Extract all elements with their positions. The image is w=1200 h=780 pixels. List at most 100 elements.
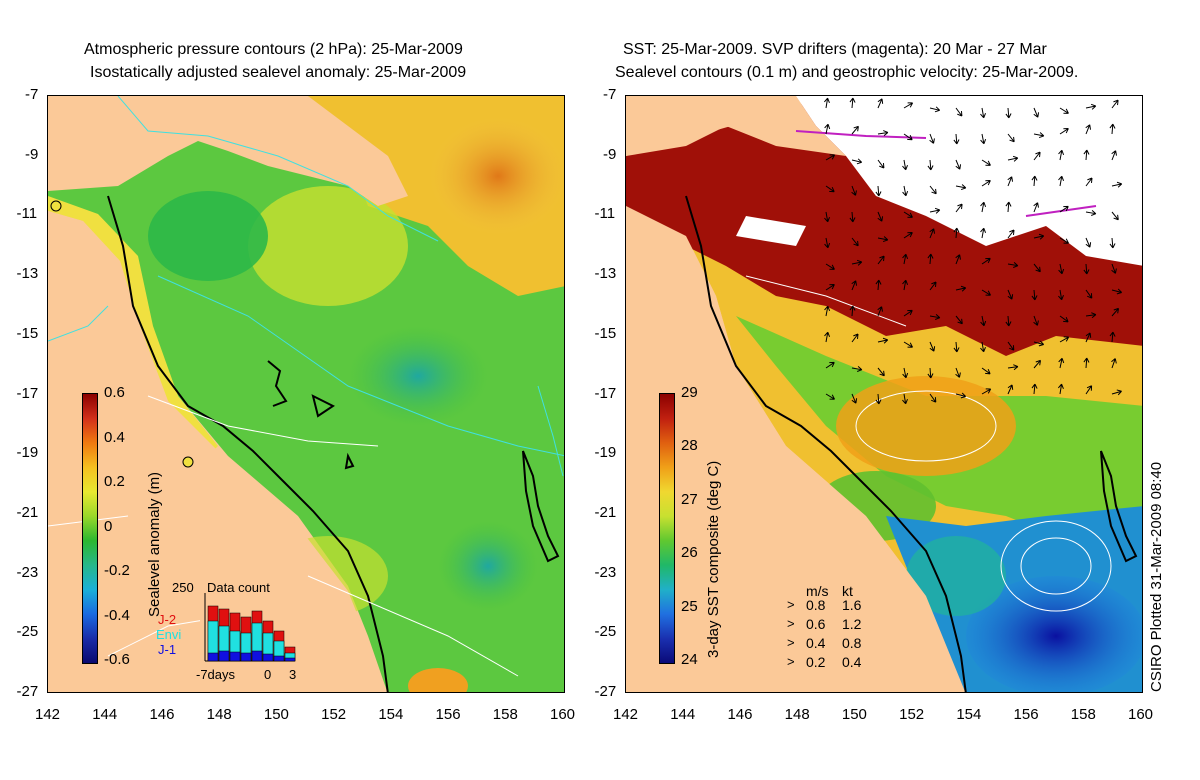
latitude-tick: -11 (16, 205, 38, 223)
velocity-arrow (1111, 181, 1123, 188)
shelf-contour (107, 195, 389, 692)
velocity-arrow (1083, 149, 1090, 161)
data-count-bar (229, 651, 241, 662)
velocity-arrow (877, 236, 889, 243)
velocity-arrow (1058, 357, 1065, 369)
velocity-arrow (929, 393, 937, 403)
velocity-arrow (877, 211, 884, 222)
latitude-tick: -9 (603, 145, 617, 163)
velocity-arrow (929, 207, 941, 214)
velocity-arrow (1059, 315, 1069, 323)
left-colorbar (82, 393, 98, 664)
colorbar-tick: 25 (681, 597, 698, 615)
data-count-bar (251, 650, 263, 662)
latitude-tick: -23 (594, 563, 617, 581)
velocity-arrow (955, 159, 962, 170)
velocity-arrow (955, 184, 967, 191)
left-sealevel-map (47, 95, 565, 693)
velocity-arrow (824, 97, 830, 109)
longitude-tick: 160 (1128, 706, 1154, 723)
velocity-arrow (902, 367, 909, 379)
colorbar-tick: 0.2 (104, 473, 125, 490)
data-count-inset (200, 593, 300, 668)
velocity-arrow (1007, 176, 1014, 187)
velocity-arrow (929, 228, 936, 239)
velocity-arrow (824, 331, 831, 343)
data-count-bar (207, 652, 219, 662)
velocity-arrow (981, 159, 991, 166)
latitude-tick: -7 (25, 86, 39, 103)
velocity-arrow (825, 393, 835, 400)
latitude-tick: -25 (594, 623, 617, 641)
velocity-arrow (1031, 383, 1038, 395)
data-count-bar (240, 652, 252, 662)
latitude-tick: -27 (16, 683, 39, 700)
velocity-arrow (851, 125, 859, 135)
velocity-arrow (1059, 128, 1069, 135)
right-title-line2: Sealevel contours (0.1 m) and geostrophi… (615, 64, 1079, 81)
velocity-arrow (851, 259, 863, 266)
velocity-arrow (903, 211, 913, 218)
velocity-arrow (875, 279, 882, 291)
longitude-tick: 158 (1070, 706, 1096, 723)
latitude-tick: -11 (594, 205, 616, 223)
velocity-arrow (980, 201, 987, 213)
speed-legend-arrow-icon: > (787, 654, 795, 669)
right-sst-map (625, 95, 1143, 693)
colorbar-tick: -0.6 (104, 651, 130, 668)
inset-mission-j2: J-2 (158, 612, 177, 627)
latitude-tick: -13 (16, 265, 39, 283)
velocity-arrow (929, 314, 941, 320)
velocity-arrow (981, 289, 991, 296)
velocity-arrow (1031, 175, 1038, 187)
velocity-arrow (825, 361, 835, 369)
latitude-tick: -21 (16, 503, 39, 521)
longitude-tick: 158 (492, 706, 518, 723)
inset-xlabel-end: 3 (289, 667, 297, 682)
velocity-arrow (1109, 331, 1116, 343)
velocity-arrow (851, 366, 863, 372)
velocity-arrow (1031, 289, 1038, 301)
velocity-arrow (1085, 124, 1092, 135)
velocity-arrow (1058, 175, 1065, 187)
velocity-arrow (877, 306, 883, 317)
velocity-arrow (1085, 385, 1093, 395)
velocity-arrow (849, 97, 856, 109)
velocity-arrow (1111, 99, 1119, 109)
velocity-arrow (1033, 315, 1039, 326)
longitude-tick: 142 (35, 706, 61, 723)
velocity-arrow (851, 393, 858, 404)
velocity-arrow (1007, 155, 1019, 162)
colorbar-tick: 24 (681, 651, 698, 668)
velocity-arrow (955, 203, 963, 213)
velocity-arrow (1085, 103, 1097, 110)
velocity-arrow (1059, 237, 1069, 244)
velocity-arrow (1007, 341, 1015, 351)
velocity-arrow (1083, 263, 1090, 275)
plot-credit: CSIRO Plotted 31-Mar-2009 08:40 (1148, 461, 1165, 692)
velocity-arrow (1059, 336, 1070, 343)
velocity-arrow (903, 232, 913, 239)
velocity-arrow (875, 393, 882, 405)
png-landmass-right (626, 96, 846, 156)
velocity-arrow (929, 185, 937, 195)
velocity-arrow (980, 133, 987, 145)
longitude-tick: 154 (378, 706, 404, 723)
left-map-graphics (48, 96, 564, 692)
australia-landmass-right (626, 206, 966, 692)
velocity-arrow (1085, 312, 1097, 319)
longitude-tick: 144 (670, 706, 696, 723)
left-title-line2: Isostatically adjusted sealevel anomaly:… (90, 64, 467, 81)
velocity-arrow (903, 133, 913, 141)
velocity-arrow (1033, 107, 1040, 118)
velocity-arrow (849, 305, 856, 317)
speed-legend-ms-header: m/s (806, 583, 829, 599)
velocity-arrow (902, 253, 909, 265)
velocity-arrow (980, 227, 987, 239)
velocity-arrow (1085, 177, 1093, 187)
velocity-arrow (825, 263, 835, 270)
longitude-tick: 152 (321, 706, 347, 723)
velocity-arrow (1007, 229, 1015, 239)
velocity-arrow (1111, 263, 1117, 274)
velocity-arrow (955, 392, 967, 399)
